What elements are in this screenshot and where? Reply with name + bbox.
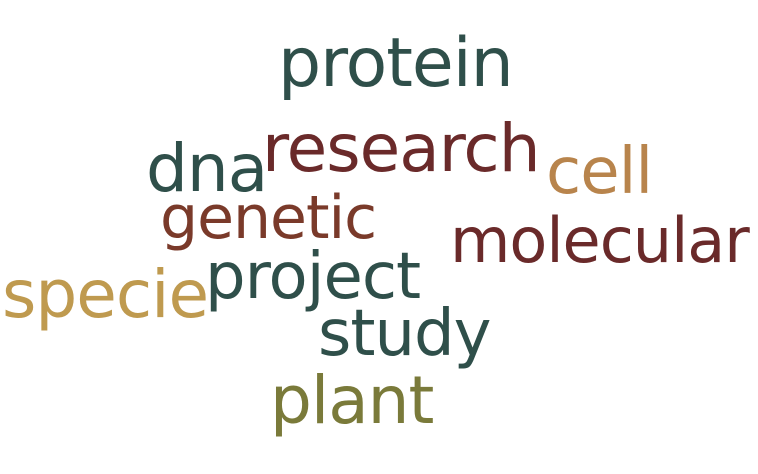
word-molecular: molecular (450, 204, 750, 277)
word-specie: specie (2, 256, 209, 333)
word-plant: plant (270, 362, 434, 439)
word-project: project (205, 240, 421, 314)
word-cell: cell (546, 135, 653, 209)
word-protein: protein (278, 24, 514, 103)
word-genetic: genetic (160, 183, 377, 253)
word-dna: dna (146, 130, 268, 207)
word-research: research (262, 110, 541, 187)
word-study: study (318, 297, 491, 371)
